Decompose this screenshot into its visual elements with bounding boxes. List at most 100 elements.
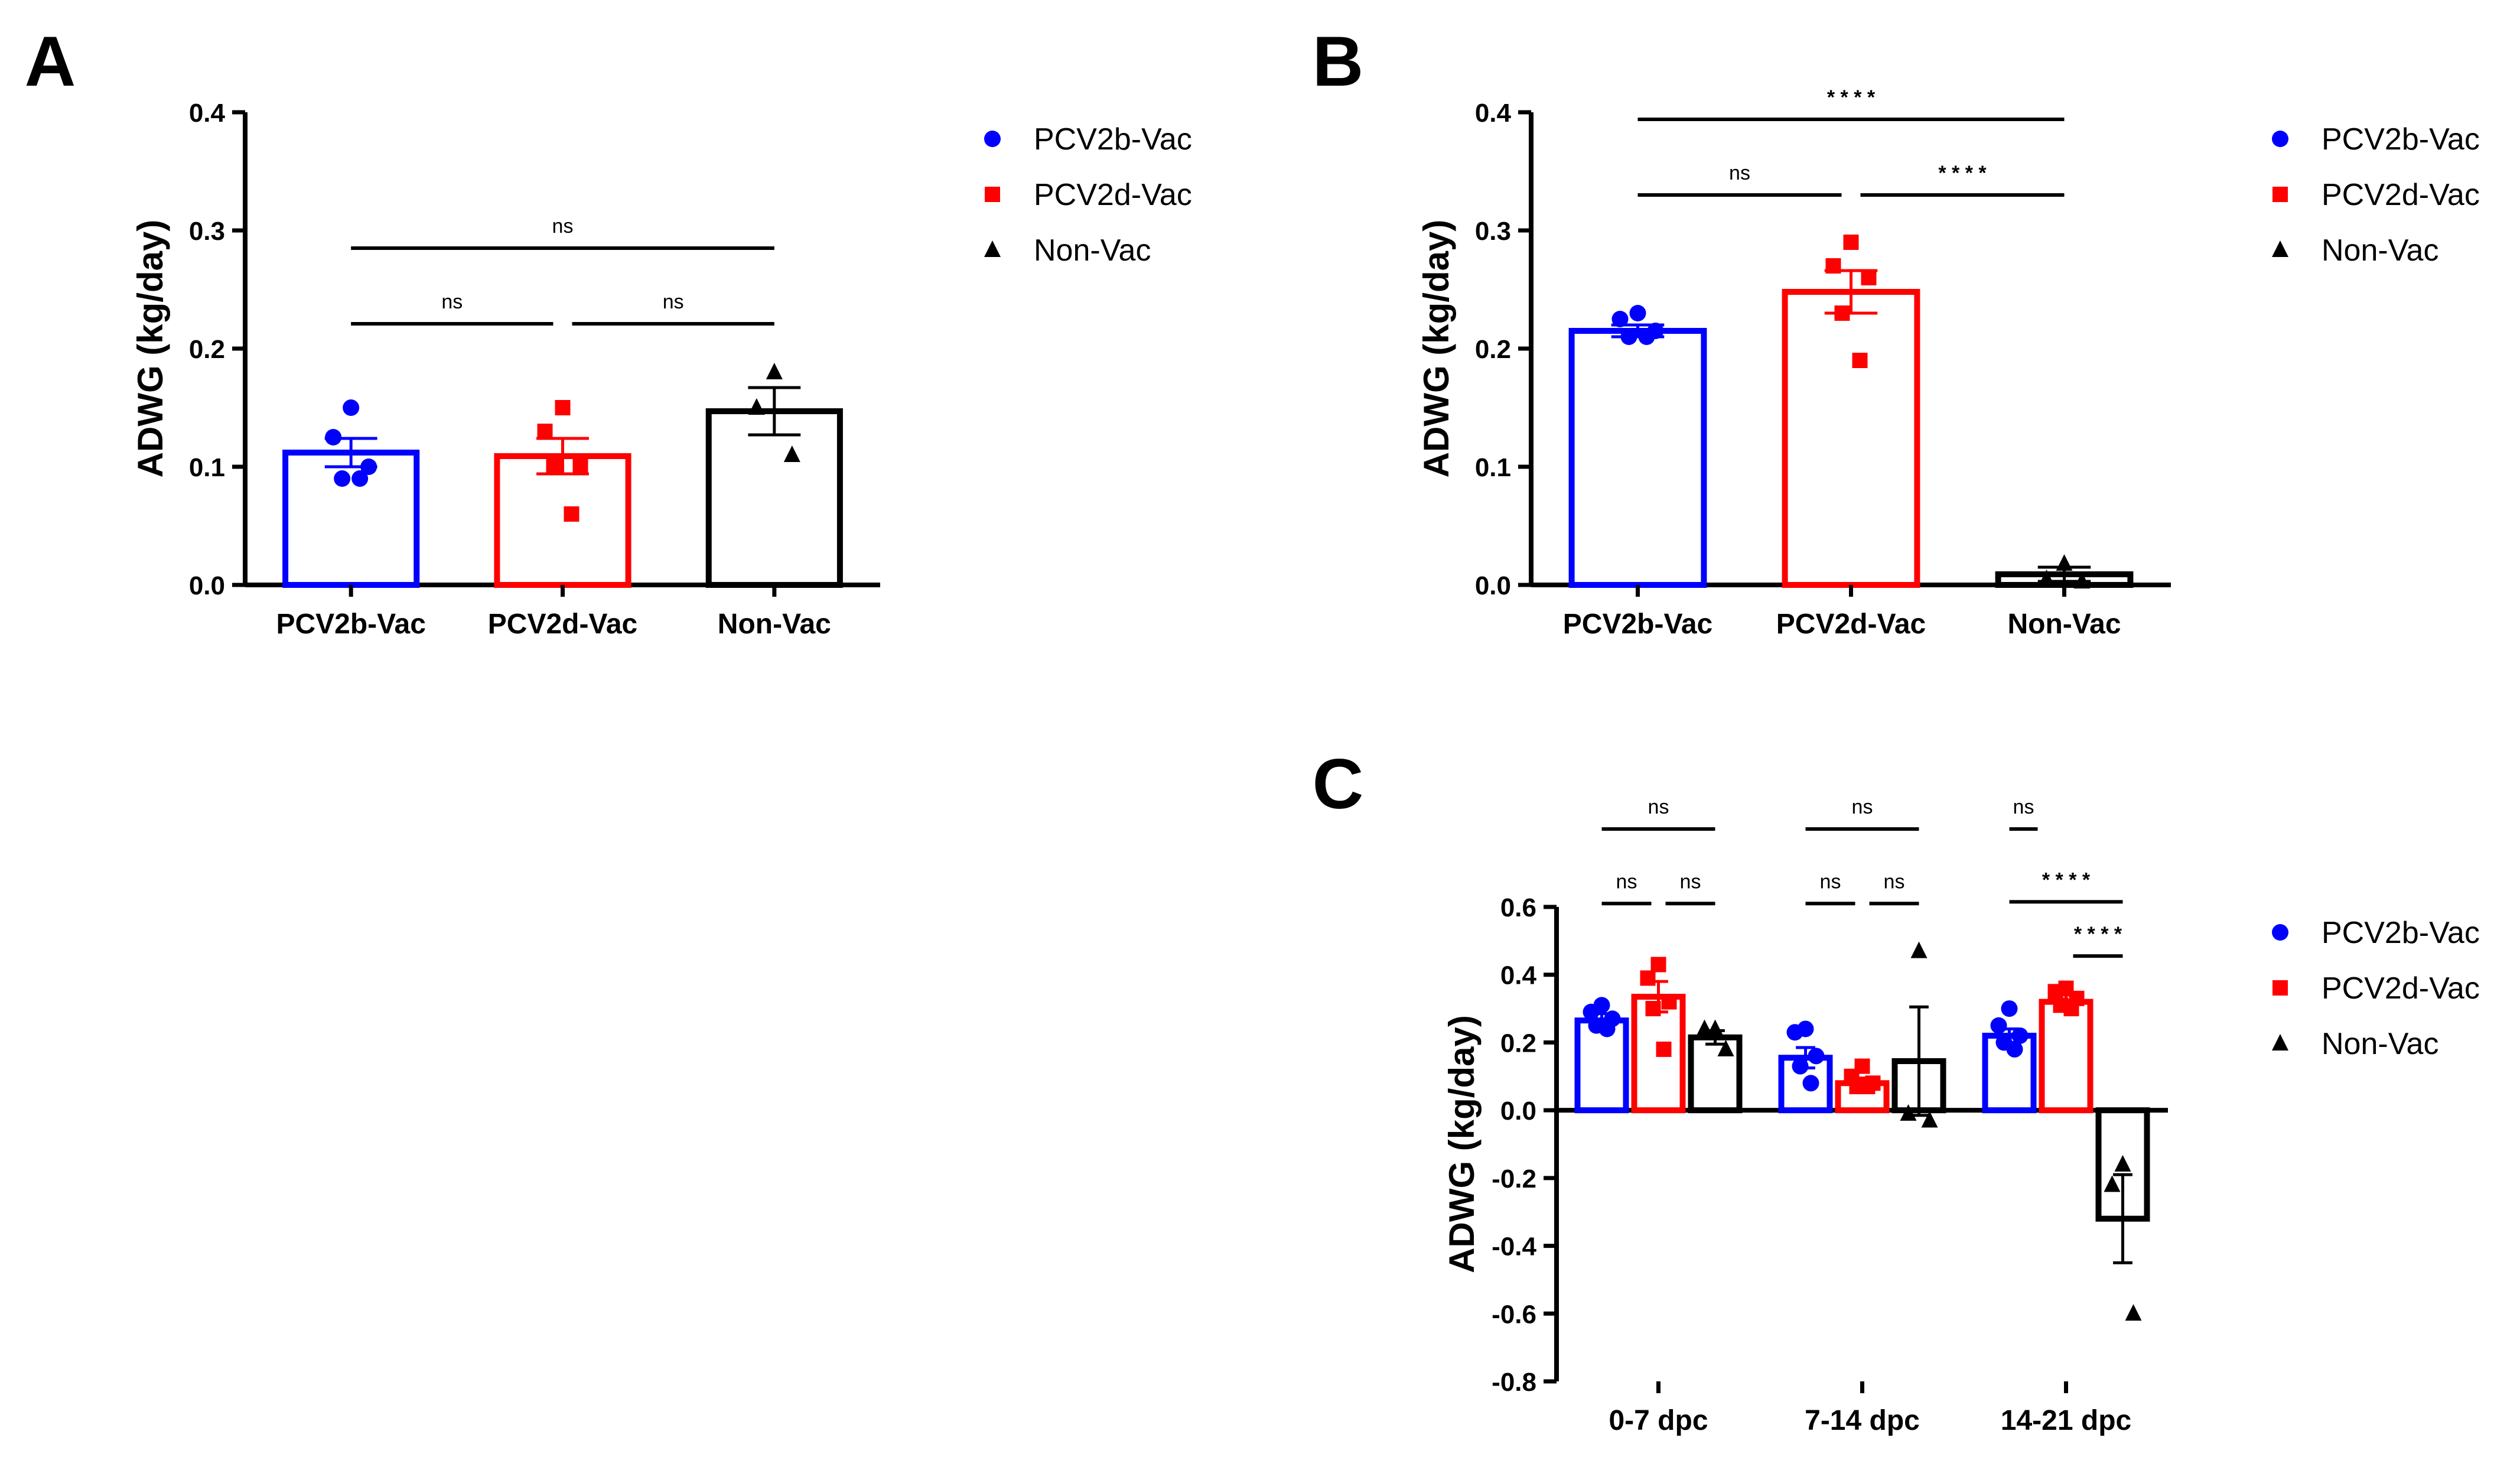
panel-b-legend-marker-1 <box>2272 187 2288 202</box>
panel-c-g0-point-1-1 <box>1640 970 1656 986</box>
panel-a-sig-label-1: ns <box>663 291 684 313</box>
panel-c-g1-sig-label-2: ns <box>1852 796 1873 818</box>
panel-c-g0-point-2-0 <box>1707 1019 1724 1036</box>
panel-b-point-1-2 <box>1861 270 1877 285</box>
panel-b-point-1-4 <box>1852 353 1868 368</box>
panel-b-y-tick-label-2: 0.2 <box>1475 335 1511 364</box>
panel-c-g0-sig-label-2: ns <box>1648 796 1669 818</box>
panel-c-g2-point-0-1 <box>1990 1017 2007 1034</box>
panel-a-legend-label-0: PCV2b-Vac <box>1034 122 1192 157</box>
panel-c-g2-point-0-4 <box>2006 1040 2023 1058</box>
panel-c-g0-point-1-4 <box>1656 1041 1672 1057</box>
panel-a-point-2-0 <box>766 363 783 379</box>
panel-a-bar-0 <box>282 450 420 588</box>
panel-a-y-tick-label-3: 0.3 <box>189 217 225 246</box>
panel-b-point-1-0 <box>1843 235 1859 250</box>
panel-c-g2-sig-label-1: * * * * <box>2042 869 2091 891</box>
panel-a-legend-label-2: Non-Vac <box>1034 233 1151 268</box>
panel-b-legend-marker-2 <box>2272 240 2288 257</box>
panel-b-point-2-2 <box>2073 572 2091 588</box>
panel-c-y-tick-label-7: 0.6 <box>1500 893 1536 922</box>
panel-b-sig-label-0: ns <box>1729 162 1750 184</box>
panel-b-point-0-0 <box>1629 305 1646 321</box>
panel-c-g1-point-2-1 <box>1900 1104 1917 1121</box>
panel-c-y-tick-label-4: 0.0 <box>1500 1097 1536 1126</box>
panel-c-legend-label-1: PCV2d-Vac <box>2322 971 2480 1006</box>
panel-b-x-tick-label-2: Non-Vac <box>2007 609 2121 640</box>
panel-c-y-tick-label-3: -0.2 <box>1492 1165 1536 1193</box>
panel-b-point-1-3 <box>1834 305 1850 321</box>
panel-b-point-0-1 <box>1611 311 1629 327</box>
panel-c: C -0.8 -0.6 -0.4 -0.2 0.0 0.2 0.4 0.6 ADWG (kg/da… <box>1313 744 2480 1436</box>
panel-c-g1-point-2-2 <box>1921 1111 1938 1128</box>
panel-c-g2-point-1-4 <box>2063 1001 2079 1017</box>
panel-a-point-1-2 <box>572 459 588 474</box>
panel-b-y-tick-label-3: 0.3 <box>1475 217 1511 246</box>
panel-c-g1-point-2-0 <box>1910 941 1928 958</box>
panel-b-y-tick-label-1: 0.1 <box>1475 453 1511 482</box>
panel-a-point-2-2 <box>783 445 800 462</box>
panel-c-g0-point-0-4 <box>1598 1020 1616 1038</box>
panel-b-bar-1 <box>1782 289 1920 588</box>
panel-a-y-tick-label-2: 0.2 <box>189 335 225 364</box>
panel-b-letter: B <box>1313 22 1364 101</box>
panel-b-x-tick-label-1: PCV2d-Vac <box>1776 609 1926 640</box>
panel-a-y-tick-label-4: 0.4 <box>189 99 226 128</box>
panel-b-bar-0 <box>1568 328 1707 588</box>
panel-a-y-tick-label-0: 0.0 <box>189 571 225 600</box>
panel-c-g2-point-2-0 <box>2114 1154 2131 1172</box>
panel-c-g0-sig-label-0: ns <box>1616 870 1637 893</box>
panel-b-legend-marker-0 <box>2272 131 2288 147</box>
panel-a-legend-marker-1 <box>985 187 1000 202</box>
panel-c-g1-point-0-3 <box>1792 1058 1809 1075</box>
panel-a-point-1-0 <box>555 400 571 415</box>
panel-c-g0-bar-2 <box>1688 1034 1743 1114</box>
panel-c-legend-marker-1 <box>2272 980 2288 996</box>
panel-c-g0-point-2-2 <box>1717 1039 1734 1056</box>
panel-a-point-2-1 <box>748 398 765 415</box>
panel-c-g0-point-1-3 <box>1645 1001 1661 1017</box>
panel-a-point-0-1 <box>325 429 342 445</box>
panel-b-y-axis-title: ADWG (kg/day) <box>1417 220 1456 478</box>
panel-a-point-0-2 <box>360 458 377 475</box>
panel-b-point-1-1 <box>1825 258 1841 274</box>
panel-c-g2-point-0-2 <box>2011 1027 2029 1044</box>
panel-a-point-1-1 <box>537 424 553 439</box>
panel-b-sig-label-2: * * * * <box>1827 86 1876 109</box>
panel-c-legend-marker-2 <box>2272 1034 2288 1051</box>
panel-c-letter: C <box>1313 744 1364 824</box>
panel-a-x-tick-label-1: PCV2d-Vac <box>488 609 637 640</box>
panel-c-g0-point-2-1 <box>1696 1019 1713 1036</box>
panel-c-g1-point-0-1 <box>1786 1024 1803 1041</box>
panel-b-point-0-3 <box>1620 329 1637 345</box>
panel-a-legend-marker-2 <box>984 240 1001 257</box>
panel-c-g1-sig-label-1: ns <box>1884 870 1905 893</box>
panel-b-point-2-1 <box>2038 570 2055 586</box>
panel-c-g2-point-1-1 <box>2047 984 2063 1000</box>
panel-a-bar-2 <box>705 408 843 588</box>
panel-c-g0-point-0-1 <box>1583 1003 1600 1020</box>
panel-a-y-axis-title: ADWG (kg/day) <box>131 220 170 478</box>
panel-c-g2-sig-label-2: ns <box>2013 796 2034 818</box>
panel-b-y-tick-label-4: 0.4 <box>1475 99 1512 128</box>
panel-a: A 0.0 0.1 0.2 0.3 0.4 ADWG (kg/day) PCV2b-Vac PC… <box>25 22 1192 640</box>
panel-b-point-0-4 <box>1638 329 1655 345</box>
panel-a-point-0-3 <box>334 470 351 487</box>
panel-c-y-tick-label-0: -0.8 <box>1492 1368 1536 1397</box>
panel-a-point-1-4 <box>564 506 579 522</box>
panel-c-g2-point-2-1 <box>2104 1175 2121 1192</box>
panel-a-point-0-4 <box>351 470 369 487</box>
panel-a-x-tick-label-2: Non-Vac <box>718 609 831 640</box>
panel-b-sig-label-1: * * * * <box>1938 162 1987 184</box>
panel-b-point-2-0 <box>2056 554 2073 571</box>
panel-c-y-tick-label-5: 0.2 <box>1500 1029 1536 1058</box>
panel-a-point-1-3 <box>546 459 562 474</box>
panel-c-g2-point-0-0 <box>2001 1000 2018 1017</box>
panel-b-legend-label-1: PCV2d-Vac <box>2322 178 2480 212</box>
panel-c-g0-point-1-0 <box>1650 957 1666 973</box>
panel-c-g1-point-0-2 <box>1808 1048 1825 1065</box>
panel-c-x-tick-label-2: 14-21 dpc <box>2001 1405 2131 1436</box>
panel-a-legend-marker-0 <box>984 131 1001 147</box>
panel-a-y-tick-label-1: 0.1 <box>189 453 225 482</box>
panel-c-g2-sig-label-0: * * * * <box>2074 923 2122 945</box>
